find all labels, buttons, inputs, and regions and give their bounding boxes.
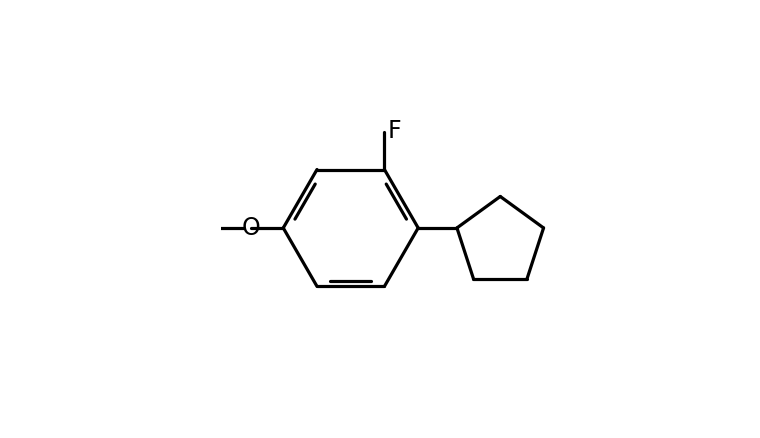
Text: F: F — [387, 119, 401, 143]
Text: O: O — [242, 216, 261, 240]
